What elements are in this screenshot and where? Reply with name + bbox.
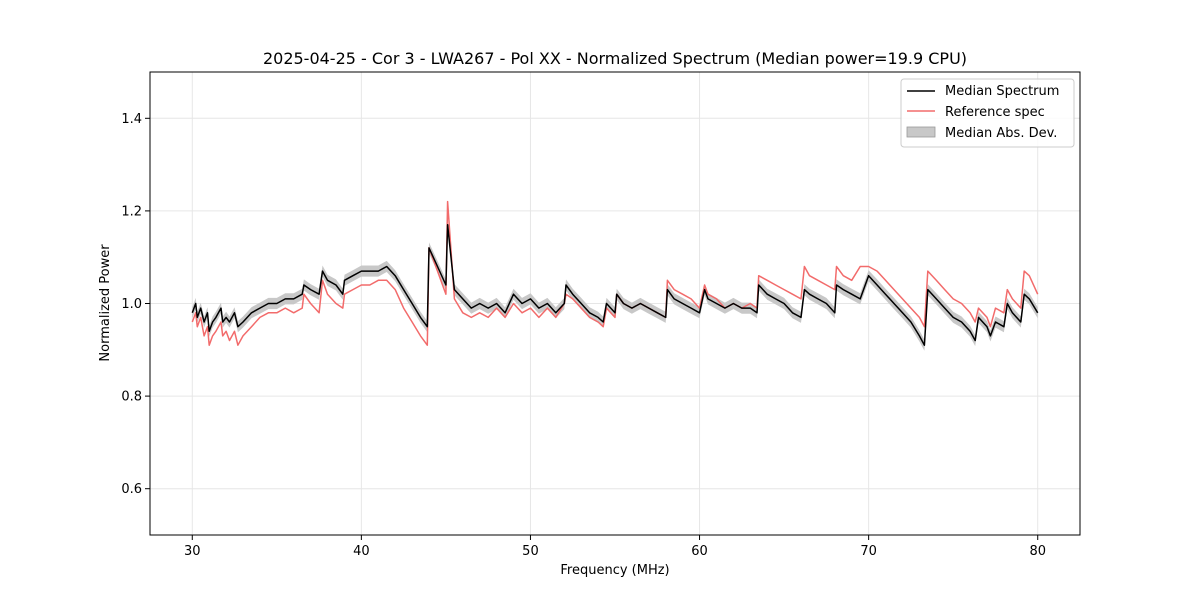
- x-tick-label: 40: [353, 544, 370, 559]
- y-tick-label: 1.2: [121, 204, 142, 219]
- x-tick-label: 50: [522, 544, 539, 559]
- x-tick-label: 70: [860, 544, 877, 559]
- legend: Median Spectrum Reference spec Median Ab…: [900, 78, 1075, 148]
- y-tick-label: 1.4: [121, 112, 142, 127]
- x-axis-label: Frequency (MHz): [560, 563, 669, 578]
- y-tick-label: 1.0: [121, 297, 142, 312]
- y-axis-ticks: 0.6 0.8 1.0 1.2 1.4: [121, 112, 150, 497]
- x-axis-ticks: 30 40 50 60 70 80: [184, 535, 1046, 559]
- x-tick-label: 60: [691, 544, 708, 559]
- x-tick-label: 80: [1029, 544, 1046, 559]
- x-tick-label: 30: [184, 544, 201, 559]
- y-tick-label: 0.6: [121, 482, 142, 497]
- series-lines: [191, 200, 1039, 346]
- legend-swatch-mad: [906, 126, 936, 138]
- legend-box: [900, 78, 1075, 148]
- legend-label-mad: Median Abs. Dev.: [945, 126, 1057, 141]
- median-spectrum-line: [191, 224, 1039, 346]
- legend-label-median: Median Spectrum: [945, 84, 1059, 99]
- reference-spec-line: [191, 200, 1039, 346]
- legend-label-reference: Reference spec: [945, 105, 1045, 120]
- chart-title: 2025-04-25 - Cor 3 - LWA267 - Pol XX - N…: [263, 49, 967, 68]
- y-tick-label: 0.8: [121, 390, 142, 405]
- y-axis-label: Normalized Power: [98, 244, 113, 362]
